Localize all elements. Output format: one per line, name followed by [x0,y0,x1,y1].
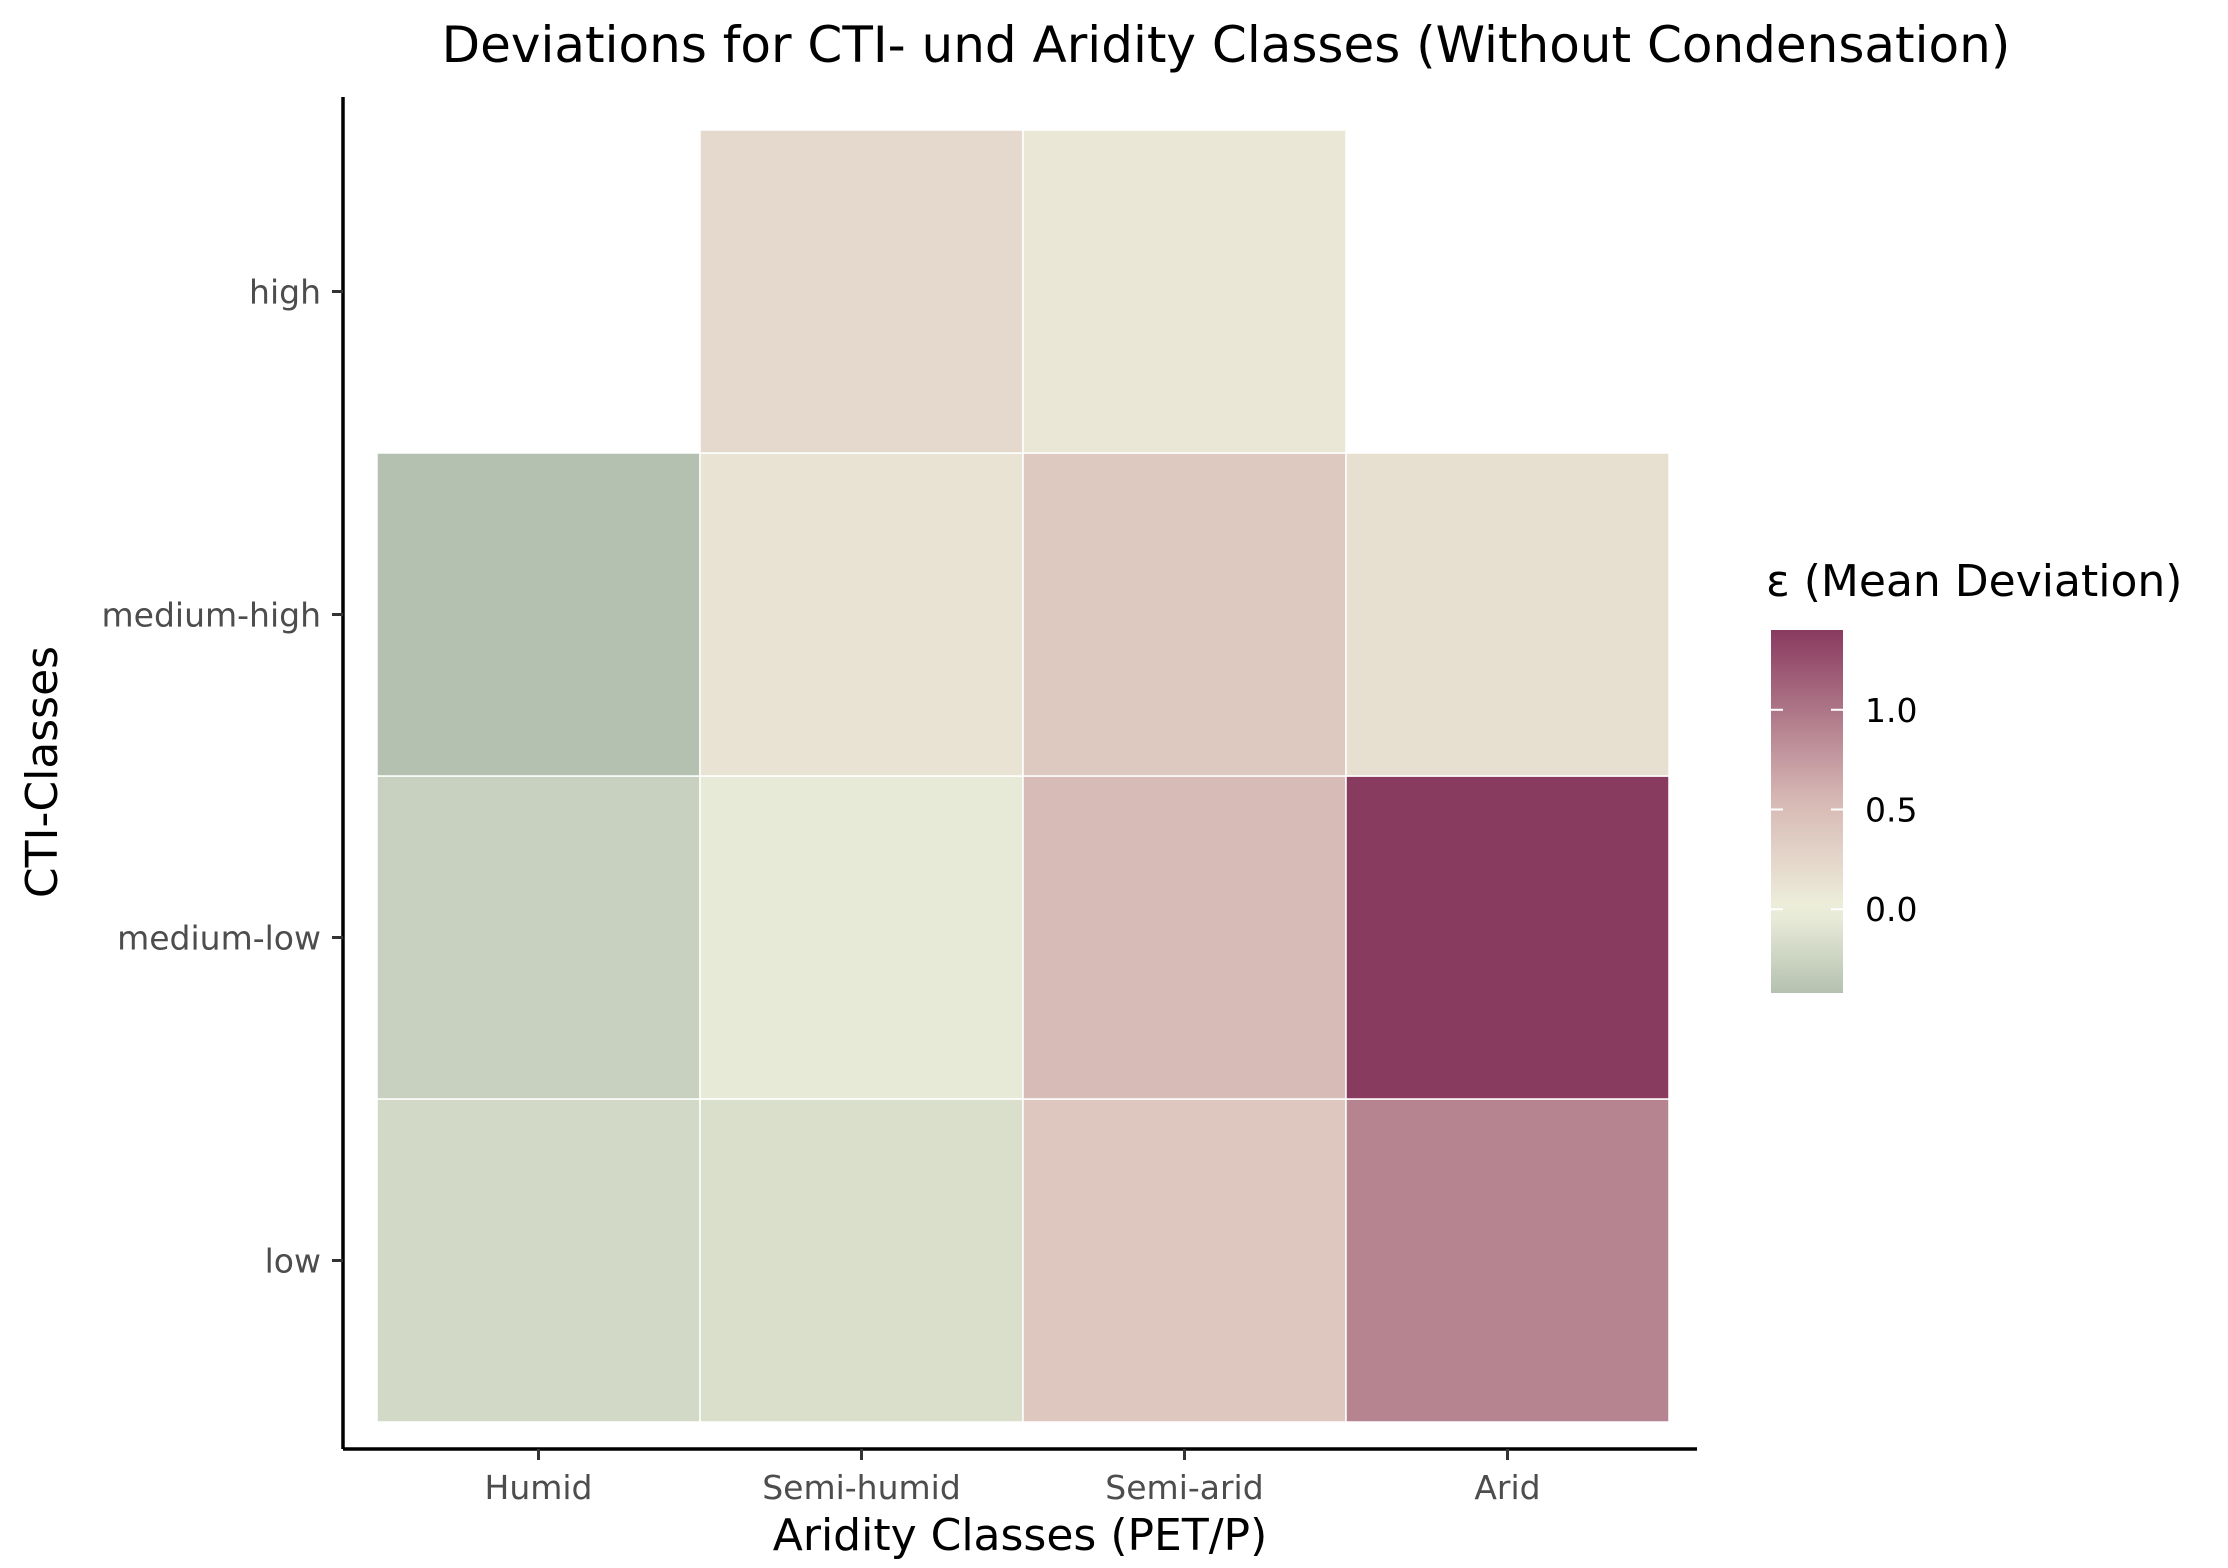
x-axis-ticks: Humid Semi-humid Semi-arid Arid [485,1449,1541,1507]
heatmap-cell-humid-low [376,1098,701,1423]
heatmap-cell-semi-arid-medium-high [1022,452,1347,777]
legend-tick-label: 0.5 [1865,791,1917,830]
heatmap-cell-semi-humid-medium-low [699,775,1024,1100]
heatmap-cell-humid-medium-low [376,775,701,1100]
y-axis-ticks: low medium-low medium-high high [102,273,343,1281]
legend-tick-label: 1.0 [1865,691,1917,730]
y-tick-label: low [265,1242,321,1281]
legend-colorbar [1771,630,1843,993]
y-axis-title: CTI-Classes [17,646,68,898]
heatmap-cell-arid-medium-low [1345,775,1670,1100]
heatmap-cell-humid-medium-high [376,452,701,777]
heatmap-cell-semi-humid-low [699,1098,1024,1423]
chart-title: Deviations for CTI- und Aridity Classes … [442,16,2011,74]
heatmap-cell-semi-arid-high [1022,129,1347,454]
x-tick-label: Semi-arid [1105,1468,1263,1507]
y-tick-label: medium-high [102,596,321,635]
heatmap-cell-semi-arid-medium-low [1022,775,1347,1100]
x-tick-label: Arid [1474,1468,1540,1507]
legend-title: ε (Mean Deviation) [1766,556,2182,607]
x-tick-label: Humid [485,1468,593,1507]
heatmap-cell-semi-humid-medium-high [699,452,1024,777]
heatmap-cell-semi-humid-high [699,129,1024,454]
heatmap-cell-arid-medium-high [1345,452,1670,777]
x-tick-label: Semi-humid [762,1468,961,1507]
y-tick-label: high [249,273,321,312]
heatmap-cell-semi-arid-low [1022,1098,1347,1423]
x-axis-title: Aridity Classes (PET/P) [773,1510,1267,1561]
legend-tick-label: 0.0 [1865,890,1917,929]
y-tick-label: medium-low [117,919,321,958]
legend: ε (Mean Deviation) 0.0 0.5 1.0 [1766,556,2182,993]
heatmap-cell-arid-low [1345,1098,1670,1423]
legend-ticks: 0.0 0.5 1.0 [1771,691,1917,929]
heatmap-cells [376,129,1670,1423]
